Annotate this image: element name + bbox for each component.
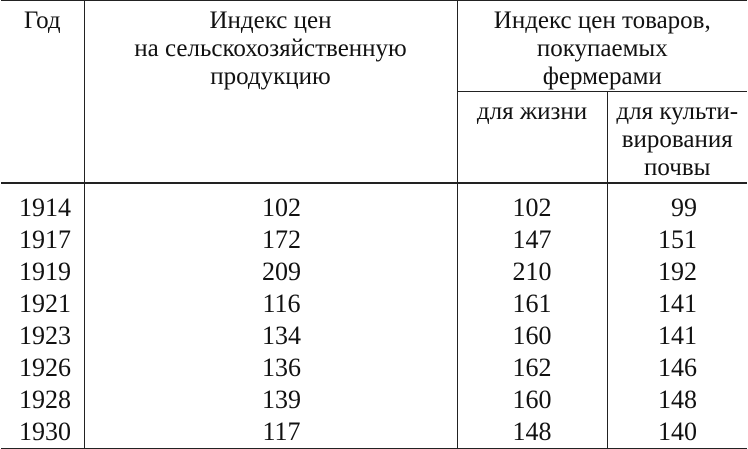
cell-year: 1930 bbox=[1, 416, 85, 449]
cell-agri: 172 bbox=[84, 224, 458, 256]
table-row: 1914 102 102 99 bbox=[1, 183, 747, 224]
table-body: 1914 102 102 99 1917 172 147 151 1919 20… bbox=[1, 183, 748, 449]
cell-agri: 134 bbox=[84, 320, 458, 352]
cell-life: 210 bbox=[457, 256, 608, 288]
header-for-cultivation: для культи- вирования почвы bbox=[607, 91, 748, 184]
cell-life: 147 bbox=[457, 224, 608, 256]
cell-life: 160 bbox=[457, 320, 608, 352]
cell-year: 1919 bbox=[1, 256, 85, 288]
table-row: 1917 172 147 151 bbox=[1, 224, 747, 256]
header-agri-line-3: продукцию bbox=[210, 63, 331, 90]
cell-life: 160 bbox=[457, 384, 608, 416]
cell-life: 161 bbox=[457, 288, 608, 320]
cell-cult: 141 bbox=[658, 289, 698, 318]
header-agri-line-2: на сельскохозяйственную bbox=[134, 35, 407, 62]
cell-year: 1926 bbox=[1, 352, 85, 384]
header-goods-line-2: покупаемых bbox=[536, 35, 668, 62]
header-goods-price-index: Индекс цен товаров, покупаемых фермерами bbox=[457, 0, 748, 92]
header-for-life-label: для жизни bbox=[476, 98, 588, 125]
header-goods-line-1: Индекс цен товаров, bbox=[493, 7, 711, 34]
header-agri-line-1: Индекс цен bbox=[209, 7, 332, 34]
table-row: 1926 136 162 146 bbox=[1, 352, 747, 384]
cell-year: 1921 bbox=[1, 288, 85, 320]
table-row: 1919 209 210 192 bbox=[1, 256, 747, 288]
cell-life: 148 bbox=[457, 416, 608, 449]
cell-cult: 141 bbox=[658, 321, 698, 350]
header-year: Год bbox=[1, 0, 85, 184]
cell-cult: 148 bbox=[658, 385, 698, 414]
cell-cult: 140 bbox=[607, 416, 748, 449]
header-year-label: Год bbox=[23, 7, 61, 34]
cell-year: 1928 bbox=[1, 384, 85, 416]
cell-cult: 99 bbox=[671, 193, 698, 222]
cell-cult: 146 bbox=[658, 353, 698, 382]
header-cult-line-1: для культи- bbox=[616, 98, 739, 125]
cell-year: 1923 bbox=[1, 320, 85, 352]
cell-agri: 102 bbox=[84, 183, 458, 224]
header-for-life: для жизни bbox=[457, 91, 608, 184]
cell-agri: 116 bbox=[84, 288, 458, 320]
cell-agri: 139 bbox=[84, 384, 458, 416]
table-row: 1923 134 160 141 bbox=[1, 320, 747, 352]
header-cult-line-3: почвы bbox=[644, 154, 711, 181]
cell-year: 1917 bbox=[1, 224, 85, 256]
header-goods-line-3: фермерами bbox=[542, 63, 662, 90]
cell-agri: 136 bbox=[84, 352, 458, 384]
cell-year: 1914 bbox=[1, 183, 85, 224]
cell-life: 102 bbox=[457, 183, 608, 224]
cell-cult: 192 bbox=[658, 257, 698, 286]
cell-cult: 151 bbox=[658, 225, 698, 254]
header-agri-price-index: Индекс цен на сельскохозяйственную проду… bbox=[84, 0, 458, 184]
table-row: 1921 116 161 141 bbox=[1, 288, 747, 320]
header-cult-line-2: вирования bbox=[621, 126, 733, 153]
cell-life: 162 bbox=[457, 352, 608, 384]
cell-agri: 209 bbox=[84, 256, 458, 288]
table-row: 1928 139 160 148 bbox=[1, 384, 747, 416]
cell-agri: 117 bbox=[84, 416, 458, 449]
table-row: 1930 117 148 140 bbox=[1, 416, 748, 449]
